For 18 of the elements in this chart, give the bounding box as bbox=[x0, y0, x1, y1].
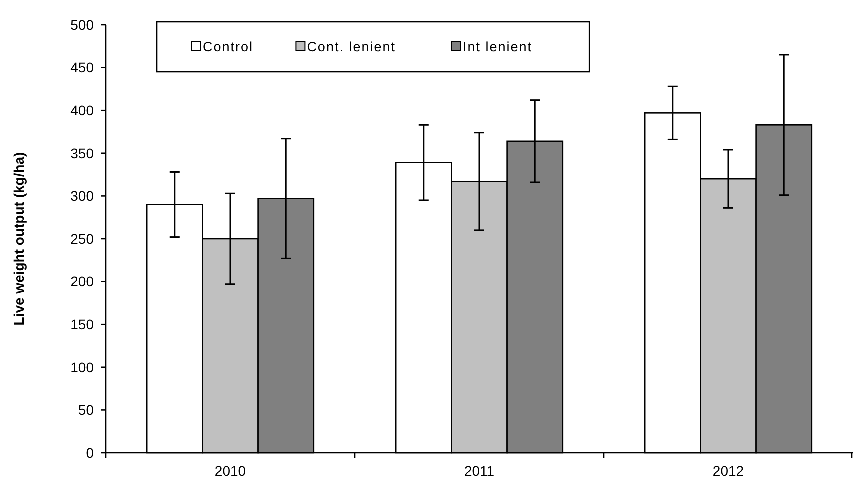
x-tick-label: 2011 bbox=[464, 463, 495, 479]
y-tick-label: 150 bbox=[70, 316, 94, 332]
y-tick-label: 0 bbox=[86, 444, 94, 461]
y-tick-label: 400 bbox=[70, 102, 94, 118]
y-tick-label: 350 bbox=[70, 145, 94, 162]
y-tick-label: 200 bbox=[70, 274, 94, 290]
x-tick-label: 2010 bbox=[214, 463, 246, 479]
legend-label: Cont. lenient bbox=[307, 40, 396, 55]
y-tick-label: 250 bbox=[70, 230, 94, 247]
legend-label: Control bbox=[203, 40, 254, 55]
y-tick-label: 450 bbox=[70, 60, 94, 76]
y-tick-label: 500 bbox=[70, 16, 94, 33]
y-axis-title: Live weight output (kg/ha) bbox=[11, 152, 27, 326]
y-tick-label: 50 bbox=[78, 402, 94, 418]
y-tick-label: 100 bbox=[70, 359, 94, 376]
x-tick-label: 2012 bbox=[712, 463, 744, 479]
legend-label: Int lenient bbox=[463, 40, 533, 55]
y-tick-label: 300 bbox=[70, 188, 94, 204]
